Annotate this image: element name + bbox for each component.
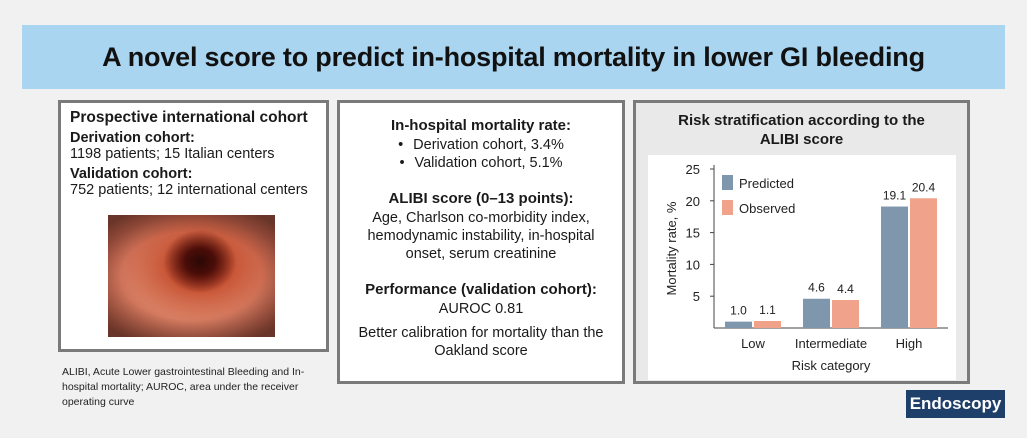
y-tick-label: 20 [686, 194, 700, 209]
alibi-heading: ALIBI score (0–13 points): [388, 190, 574, 207]
bar-value-label: 1.1 [759, 303, 776, 317]
mortality-item-derivation: Derivation cohort, 3.4% [348, 136, 614, 154]
chart-title: Risk stratification according to the ALI… [678, 112, 925, 148]
bar-predicted-low [725, 321, 752, 328]
derivation-text: 1198 patients; 15 Italian centers [70, 146, 275, 162]
footnote: ALIBI, Acute Lower gastrointestinal Blee… [62, 366, 305, 408]
x-axis-label: Risk category [792, 358, 871, 373]
endoscopy-image [108, 215, 275, 337]
validation-text: 752 patients; 12 international centers [70, 182, 308, 198]
bar-value-label: 20.4 [912, 180, 936, 194]
legend-label-predicted: Predicted [739, 176, 794, 191]
bar-observed-high [910, 198, 937, 328]
validation-label: Validation cohort: [70, 166, 193, 182]
y-tick-label: 10 [686, 257, 700, 272]
x-tick-label: Intermediate [795, 336, 867, 351]
chart-axes: 5 10 15 20 25 Mortality rate, % Low Intermediat… [664, 162, 948, 373]
derivation-label: Derivation cohort: [70, 130, 195, 146]
legend-label-observed: Observed [739, 201, 795, 216]
journal-logo: Endoscopy [906, 390, 1005, 418]
bar-chart: 5 10 15 20 25 Mortality rate, % Low Intermediat… [664, 162, 948, 373]
cohort-panel: Prospective international cohort Derivat… [58, 100, 329, 352]
mortality-heading: In-hospital mortality rate: [390, 117, 572, 134]
bar-observed-low [754, 321, 781, 328]
bar-predicted-high [881, 206, 908, 328]
bar-observed-intermediate [832, 300, 859, 328]
chart-panel: Risk stratification according to the ALI… [633, 100, 970, 384]
y-tick-label: 5 [693, 289, 700, 304]
calibration-text: Better calibration for mortality than th… [358, 325, 604, 359]
y-tick-label: 25 [686, 162, 700, 177]
mortality-item-validation: Validation cohort, 5.1% [348, 154, 614, 172]
bar-predicted-intermediate [803, 298, 830, 328]
alibi-text: Age, Charlson co-morbidity index, hemody… [367, 210, 595, 262]
y-axis-label: Mortality rate, % [664, 201, 679, 295]
x-tick-label: High [896, 336, 923, 351]
score-panel: In-hospital mortality rate: Derivation c… [337, 100, 625, 384]
x-tick-label: Low [741, 336, 765, 351]
title-banner: A novel score to predict in-hospital mor… [22, 25, 1005, 89]
page-title: A novel score to predict in-hospital mor… [102, 41, 925, 72]
legend-swatch-observed [722, 200, 733, 215]
performance-heading: Performance (validation cohort): [365, 281, 597, 298]
chart-legend: Predicted Observed [722, 175, 795, 216]
mortality-list: Derivation cohort, 3.4% Validation cohor… [348, 136, 614, 172]
bar-value-label: 1.0 [730, 304, 747, 318]
bar-value-label: 4.4 [837, 282, 854, 296]
auroc-text: AUROC 0.81 [438, 301, 524, 317]
legend-swatch-predicted [722, 175, 733, 190]
bar-value-label: 19.1 [883, 189, 907, 203]
bar-value-label: 4.6 [808, 281, 825, 295]
cohort-heading: Prospective international cohort [70, 109, 308, 126]
chart-bars: 1.0 1.1 4.6 4.4 19.1 20.4 [725, 180, 937, 328]
y-tick-label: 15 [686, 226, 700, 241]
chart-area: 5 10 15 20 25 Mortality rate, % Low Intermediat… [648, 155, 956, 380]
